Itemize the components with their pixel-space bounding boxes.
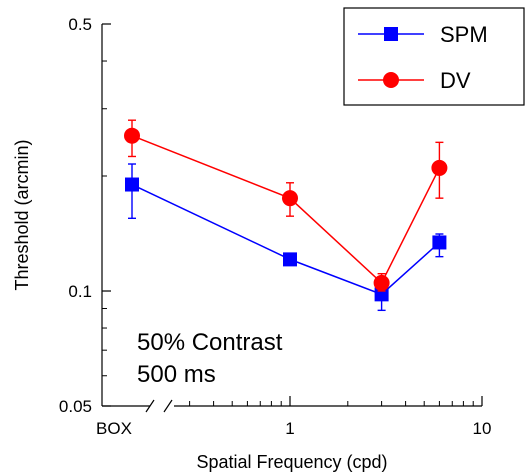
data-point-dv xyxy=(373,274,390,291)
legend-label-dv: DV xyxy=(440,68,471,93)
series-spm xyxy=(125,163,447,312)
data-point-spm xyxy=(283,252,297,267)
data-point-spm xyxy=(125,177,139,192)
data-point-dv xyxy=(124,127,140,144)
x-tick-label: 10 xyxy=(473,419,492,438)
data-point-dv xyxy=(431,159,448,176)
data-point-spm xyxy=(432,235,447,250)
series-line-spm xyxy=(131,183,440,296)
y-axis-title: Threshold (arcmin) xyxy=(12,139,32,290)
legend-label-spm: SPM xyxy=(440,22,488,47)
ticks: 0.05 0.1 0.5 1 10 xyxy=(59,15,492,438)
box-tick-label: BOX xyxy=(96,419,132,438)
y-tick-label: 0.05 xyxy=(59,397,92,416)
series-line-dv xyxy=(131,135,441,285)
series-layer xyxy=(124,119,448,312)
x-axis-title: Spatial Frequency (cpd) xyxy=(196,452,387,472)
series-dv xyxy=(124,119,448,292)
y-tick-label: 0.1 xyxy=(68,282,92,301)
legend: SPM DV xyxy=(343,7,525,106)
legend-box xyxy=(343,7,525,106)
y-tick-label: 0.5 xyxy=(68,15,92,34)
annotation-contrast: 50% Contrast xyxy=(137,329,283,356)
legend-marker-dv xyxy=(383,72,399,88)
x-tick-label: 1 xyxy=(285,419,294,438)
legend-marker-spm xyxy=(384,27,398,41)
axis-break-mark xyxy=(145,399,173,413)
annotation-duration: 500 ms xyxy=(137,361,216,388)
data-point-dv xyxy=(282,190,298,207)
